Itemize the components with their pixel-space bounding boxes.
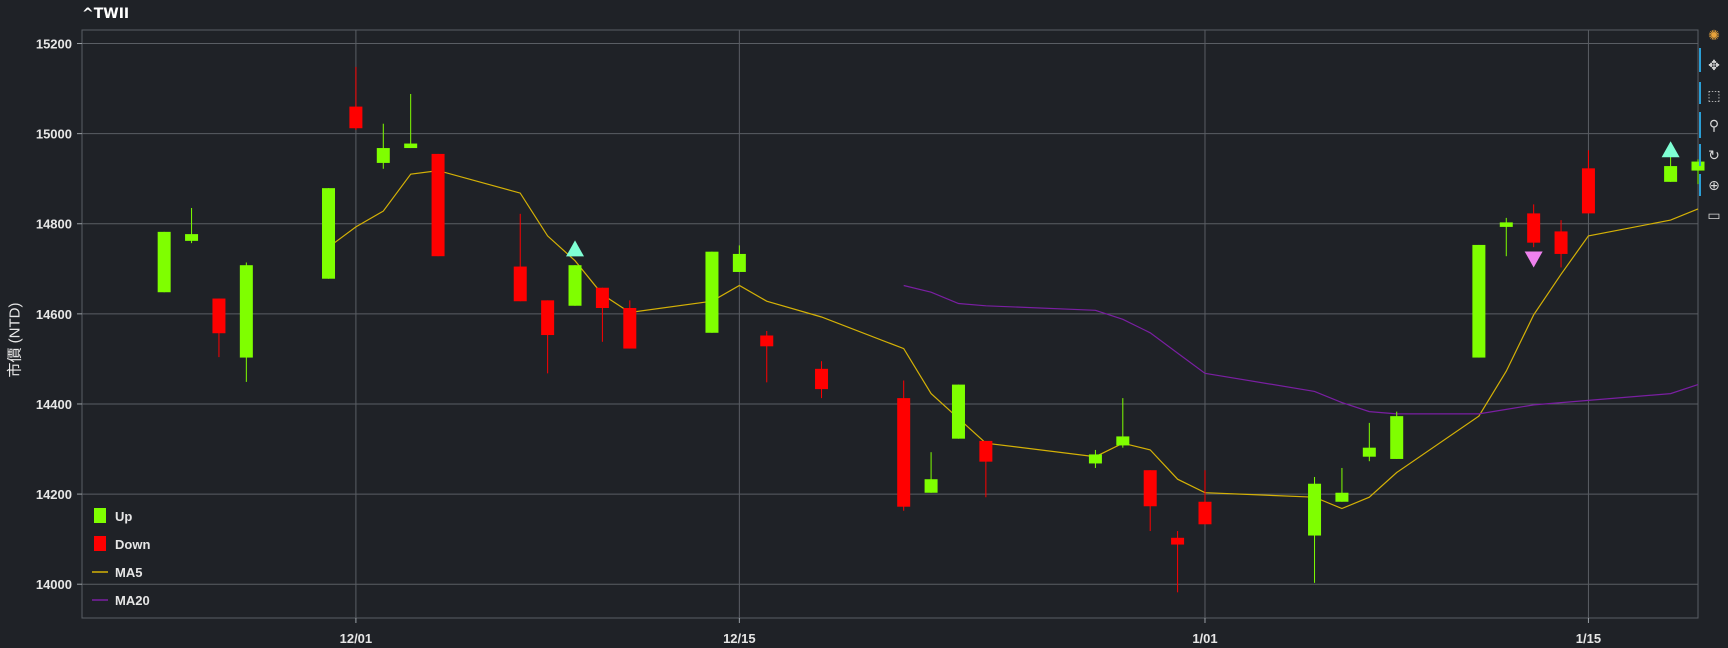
x-tick-label: 1/15 [1576, 631, 1601, 646]
hover-icon[interactable]: ▭ [1707, 208, 1721, 224]
x-tick-label: 12/15 [723, 631, 756, 646]
candle-down [1171, 537, 1185, 545]
toolbar-active-bar [1699, 48, 1701, 72]
plot-area [81, 29, 1699, 619]
candle-up [1472, 244, 1486, 358]
candle-down [760, 335, 774, 347]
candle-up [1362, 447, 1376, 457]
candle-down [595, 287, 609, 309]
candle-down [431, 153, 445, 257]
bokeh-logo-icon[interactable]: ✺ [1708, 28, 1720, 44]
ma5-line [328, 169, 1699, 510]
candle-up [1308, 483, 1322, 536]
box-zoom-icon[interactable]: ⬚ [1707, 88, 1721, 104]
legend-label-ma20: MA20 [115, 593, 150, 608]
y-tick-label: 14200 [36, 487, 72, 502]
crosshair-icon[interactable]: ⊕ [1708, 178, 1720, 194]
candle-down [1581, 168, 1595, 214]
y-tick-label: 14400 [36, 397, 72, 412]
candle-down [541, 300, 555, 336]
x-tick-label: 12/01 [340, 631, 373, 646]
candle-up [185, 234, 199, 241]
candle-up [404, 143, 418, 149]
candle-down [623, 308, 637, 349]
candle-down [1527, 213, 1541, 243]
legend-label-ma5: MA5 [115, 565, 142, 580]
candle-up [1335, 492, 1349, 502]
y-tick-label: 15200 [36, 37, 72, 52]
wheel-zoom-icon[interactable]: ⚲ [1708, 118, 1720, 134]
candle-up [951, 384, 965, 439]
candle-down [1554, 231, 1568, 254]
toolbar-active-bar [1699, 112, 1701, 138]
candle-up [157, 231, 171, 293]
chart-title: ^TWII [82, 6, 130, 22]
toolbar-active-bar [1699, 144, 1701, 166]
ma20-line [903, 284, 1699, 415]
x-tick-label: 1/01 [1192, 631, 1217, 646]
candle-down [212, 298, 226, 334]
legend-swatch-down [94, 536, 106, 551]
legend-swatch-up [94, 508, 106, 523]
candle-down [513, 266, 527, 302]
candle-up [705, 251, 719, 333]
candle-down [349, 106, 363, 129]
candle-up [1499, 222, 1513, 227]
buy-signal-marker [566, 240, 585, 257]
y-tick-label: 15000 [36, 127, 72, 142]
chart-legend: Up Down MA5 MA20 [92, 508, 150, 608]
candle-down [1143, 470, 1157, 507]
toolbar-active-bar [1699, 174, 1701, 196]
legend-label-up: Up [115, 509, 132, 524]
y-tick-label: 14800 [36, 217, 72, 232]
y-tick-label: 14600 [36, 307, 72, 322]
candle-down [897, 398, 911, 507]
candle-up [322, 188, 336, 279]
sell-signal-marker [1524, 251, 1543, 268]
candle-up [239, 265, 253, 358]
buy-signal-marker [1661, 141, 1680, 158]
candle-down [815, 368, 829, 390]
pan-icon[interactable]: ✥ [1708, 58, 1720, 74]
candle-up [732, 253, 746, 272]
reset-icon[interactable]: ↻ [1708, 148, 1720, 164]
candle-up [1664, 166, 1678, 182]
candle-up [1691, 161, 1705, 171]
candle-down [1198, 501, 1212, 525]
candle-down [979, 440, 993, 462]
y-tick-label: 14000 [36, 577, 72, 592]
toolbar-active-bar [1699, 82, 1701, 104]
candle-up [1088, 454, 1102, 464]
legend-label-down: Down [115, 537, 150, 552]
candle-up [924, 479, 938, 493]
candle-up [568, 265, 582, 306]
candle-up [376, 148, 390, 163]
candle-up [1390, 416, 1404, 459]
chart-toolbar: ✺ ✥ ⬚ ⚲ ↻ ⊕ ▭ [1696, 24, 1728, 234]
candle-up [1116, 436, 1130, 446]
